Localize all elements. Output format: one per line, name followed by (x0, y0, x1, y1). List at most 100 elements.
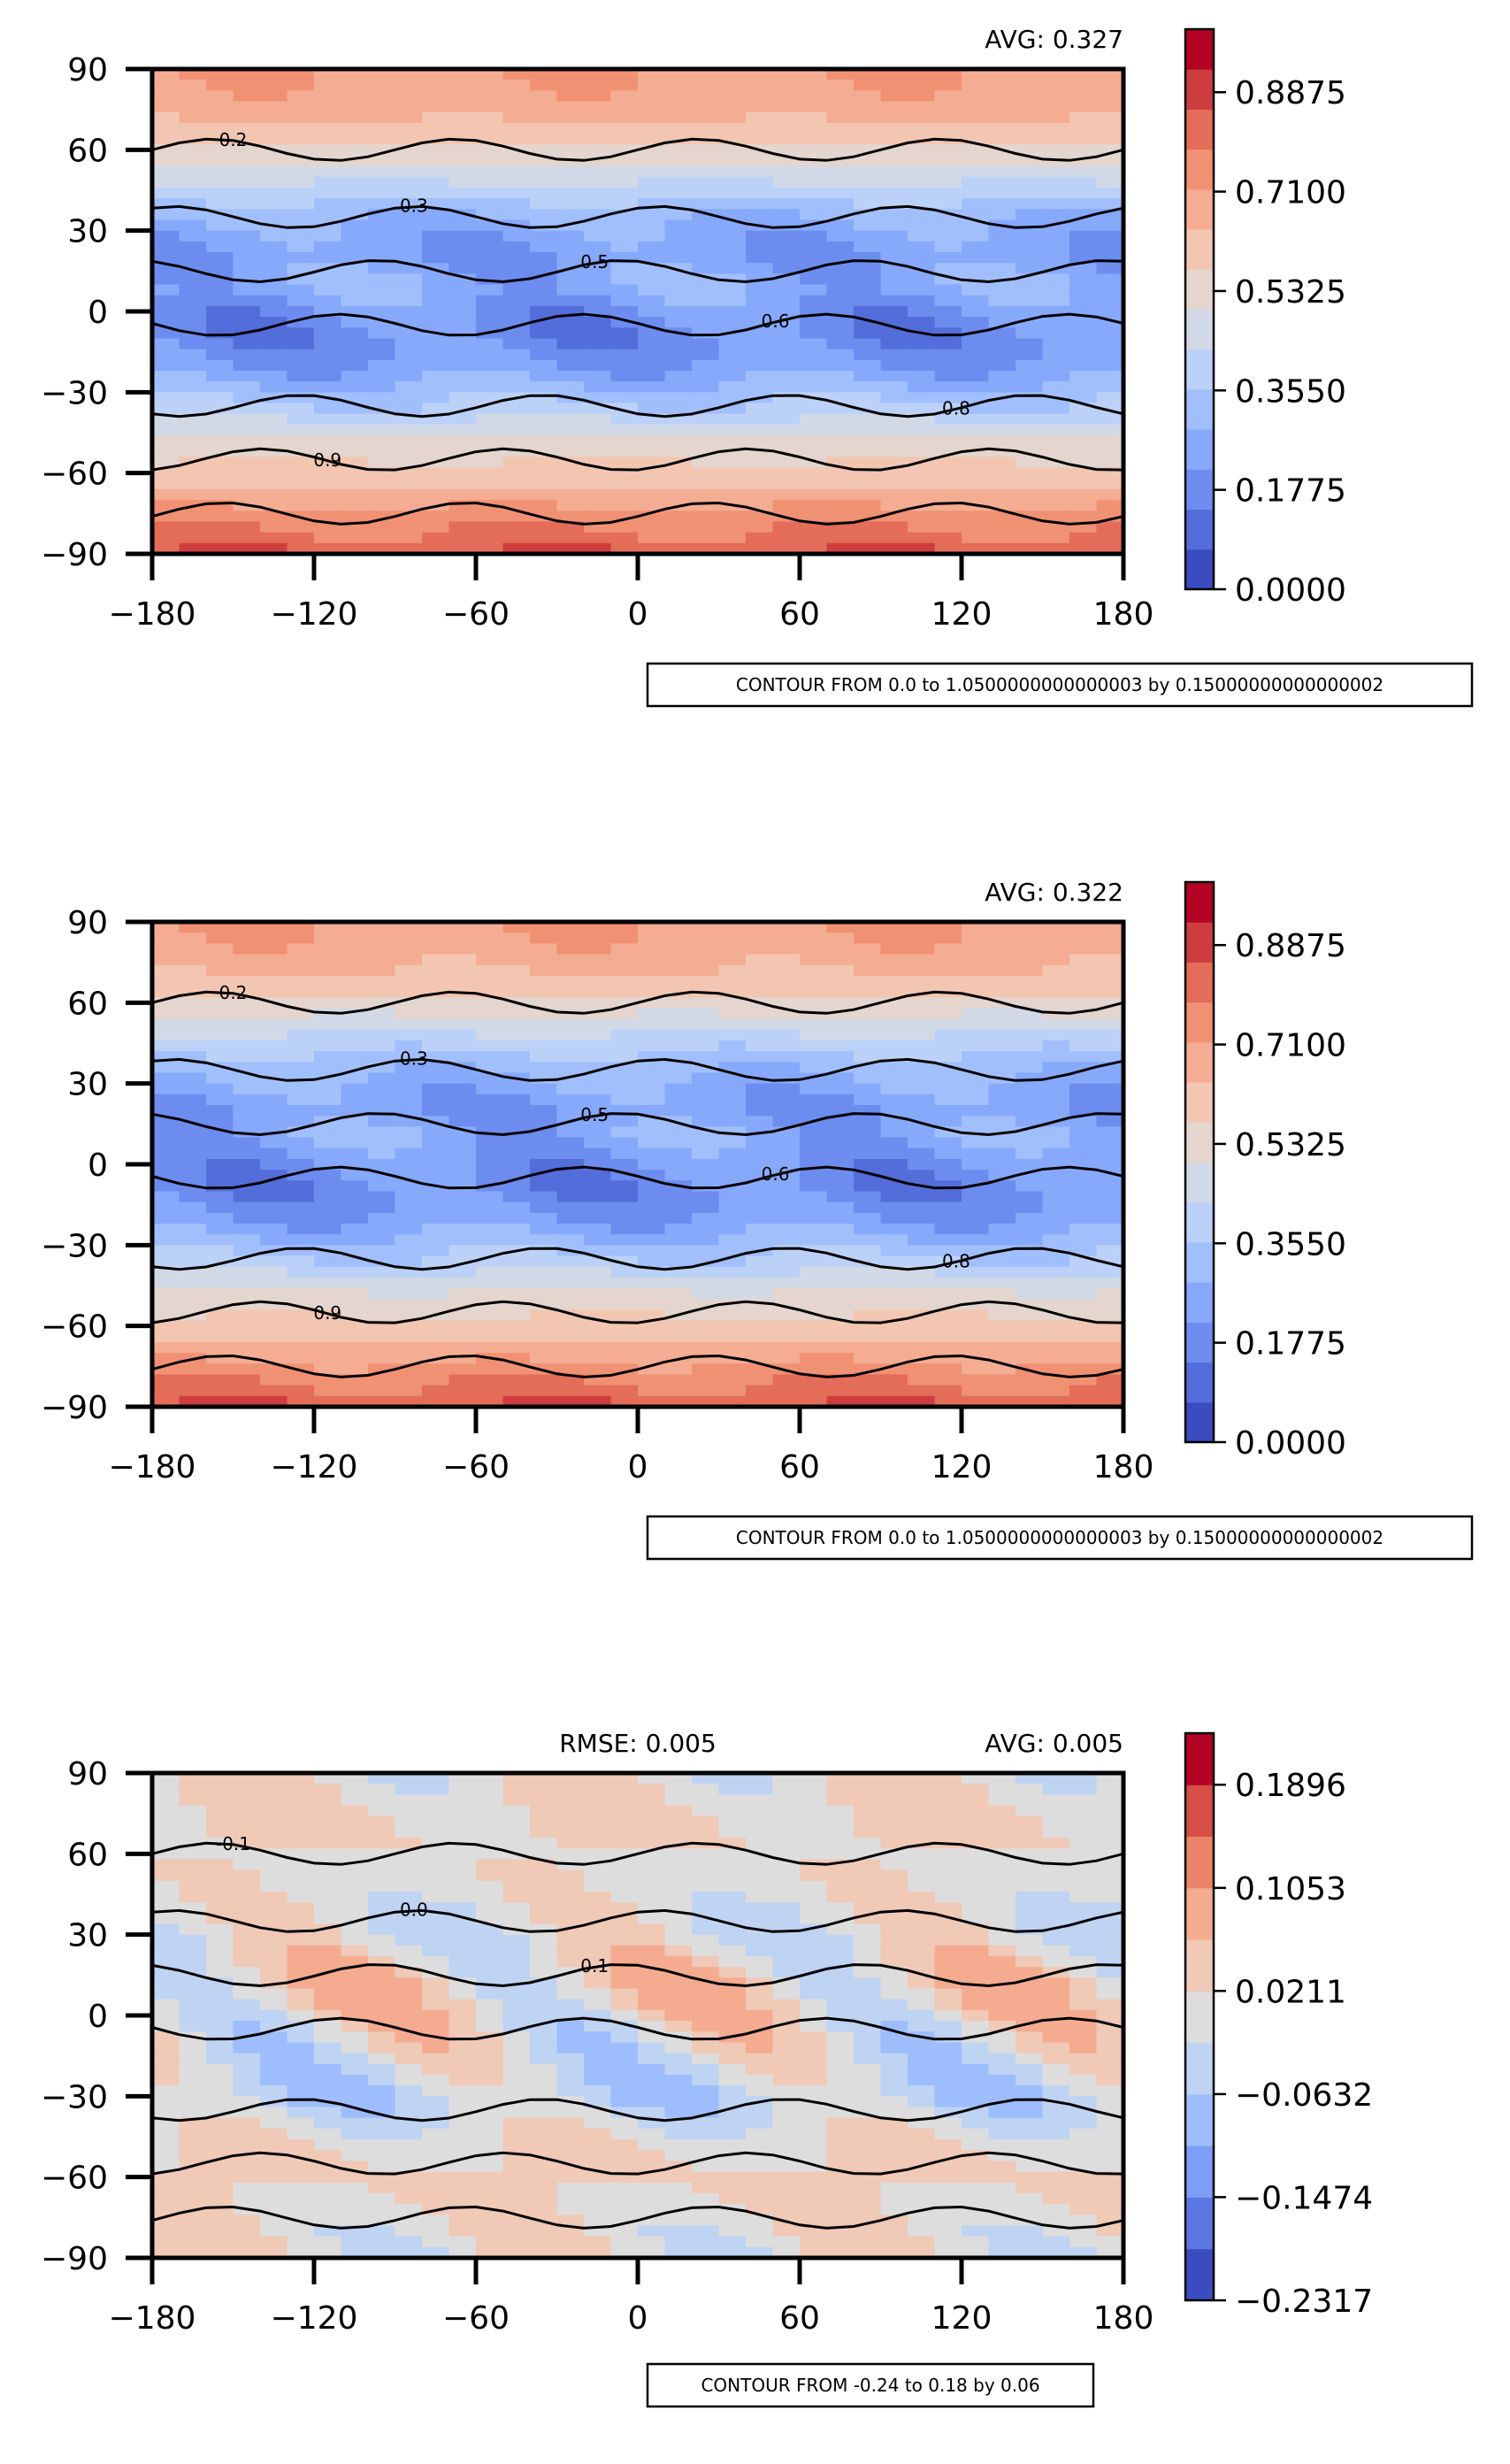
field-cell (179, 2063, 207, 2076)
field-cell (934, 1805, 962, 1817)
colorbar-level (1185, 962, 1214, 1003)
field-cell (476, 1805, 504, 1817)
field-cell (395, 488, 423, 501)
field-cell (854, 975, 882, 987)
field-cell (746, 1934, 774, 1946)
field-cell (772, 500, 801, 511)
x-tick-label: 180 (1093, 1449, 1154, 1485)
field-cell (1069, 273, 1098, 286)
x-tick-label: 120 (931, 596, 993, 633)
field-cell (854, 370, 882, 382)
field-cell (718, 467, 747, 480)
field-cell (880, 1137, 908, 1149)
field-cell (1016, 134, 1044, 145)
field-cell (233, 1309, 261, 1322)
field-cell (1069, 1062, 1098, 1074)
field-cell (476, 954, 504, 966)
field-cell (341, 435, 369, 447)
field-cell (664, 1158, 693, 1171)
field-cell (1096, 1805, 1124, 1817)
field-cell (341, 1934, 369, 1946)
field-cell (692, 1385, 720, 1397)
field-cell (260, 1277, 288, 1289)
field-cell (962, 1805, 990, 1817)
field-cell (718, 1223, 747, 1235)
field-cell (826, 1815, 855, 1828)
field-cell (287, 80, 315, 91)
field-cell (800, 1945, 828, 1957)
field-cell (1069, 1999, 1098, 2011)
field-cell (422, 187, 450, 199)
field-cell (584, 467, 612, 480)
field-cell (800, 317, 828, 328)
field-cell (314, 1255, 342, 1268)
field-cell (584, 101, 612, 113)
field-cell (476, 1956, 504, 1968)
field-cell (314, 187, 342, 199)
field-cell (368, 144, 396, 157)
field-cell (664, 1794, 693, 1807)
field-cell (772, 1826, 801, 1838)
field-cell (826, 1784, 855, 1795)
field-cell (962, 2096, 990, 2108)
field-cell (584, 933, 612, 944)
field-cell (610, 1083, 639, 1095)
field-cell (476, 1309, 504, 1322)
field-cell (746, 467, 774, 480)
field-cell (556, 241, 585, 253)
field-cell (826, 532, 855, 544)
field-cell (772, 1956, 801, 1968)
field-cell (664, 2236, 693, 2248)
field-cell (556, 1212, 585, 1224)
field-cell (826, 542, 855, 555)
field-cell (206, 381, 234, 393)
field-cell (556, 80, 585, 91)
field-cell (934, 532, 962, 544)
field-cell (826, 954, 855, 966)
field-cell (260, 1180, 288, 1193)
field-cell (395, 1395, 423, 1408)
field-cell (556, 198, 585, 210)
field-cell (314, 1288, 342, 1300)
field-cell (1016, 500, 1044, 511)
field-cell (664, 1299, 693, 1310)
field-cell (638, 2085, 666, 2097)
field-cell (934, 488, 962, 501)
field-cell (448, 1201, 477, 1214)
field-cell (502, 1826, 531, 1838)
field-cell (341, 165, 369, 178)
field-cell (287, 1051, 315, 1063)
field-cell (152, 1859, 180, 1871)
field-cell (1069, 922, 1098, 933)
contour-label: 0.8 (942, 397, 970, 418)
field-cell (287, 122, 315, 134)
field-cell (233, 1999, 261, 2011)
field-cell (962, 2192, 990, 2205)
field-cell (502, 1094, 531, 1106)
field-cell (1069, 327, 1098, 340)
field-cell (422, 80, 450, 91)
field-cell (152, 424, 180, 436)
field-cell (610, 2139, 639, 2151)
field-cell (152, 2139, 180, 2151)
field-cell (395, 1029, 423, 1041)
field-cell (530, 187, 558, 199)
field-cell (368, 1848, 396, 1861)
field-cell (422, 446, 450, 457)
field-cell (1016, 2171, 1044, 2184)
field-cell (233, 2009, 261, 2022)
field-cell (1096, 1072, 1124, 1085)
field-cell (826, 1029, 855, 1041)
field-cell (1069, 933, 1098, 944)
field-cell (800, 1170, 828, 1181)
field-cell (233, 1083, 261, 1095)
field-cell (502, 1902, 531, 1914)
field-cell (692, 1094, 720, 1106)
field-cell (1016, 413, 1044, 426)
field-cell (341, 2171, 369, 2184)
field-cell (341, 1784, 369, 1795)
field-cell (692, 521, 720, 533)
field-cell (287, 1331, 315, 1343)
field-cell (746, 1956, 774, 1968)
field-cell (934, 1180, 962, 1193)
